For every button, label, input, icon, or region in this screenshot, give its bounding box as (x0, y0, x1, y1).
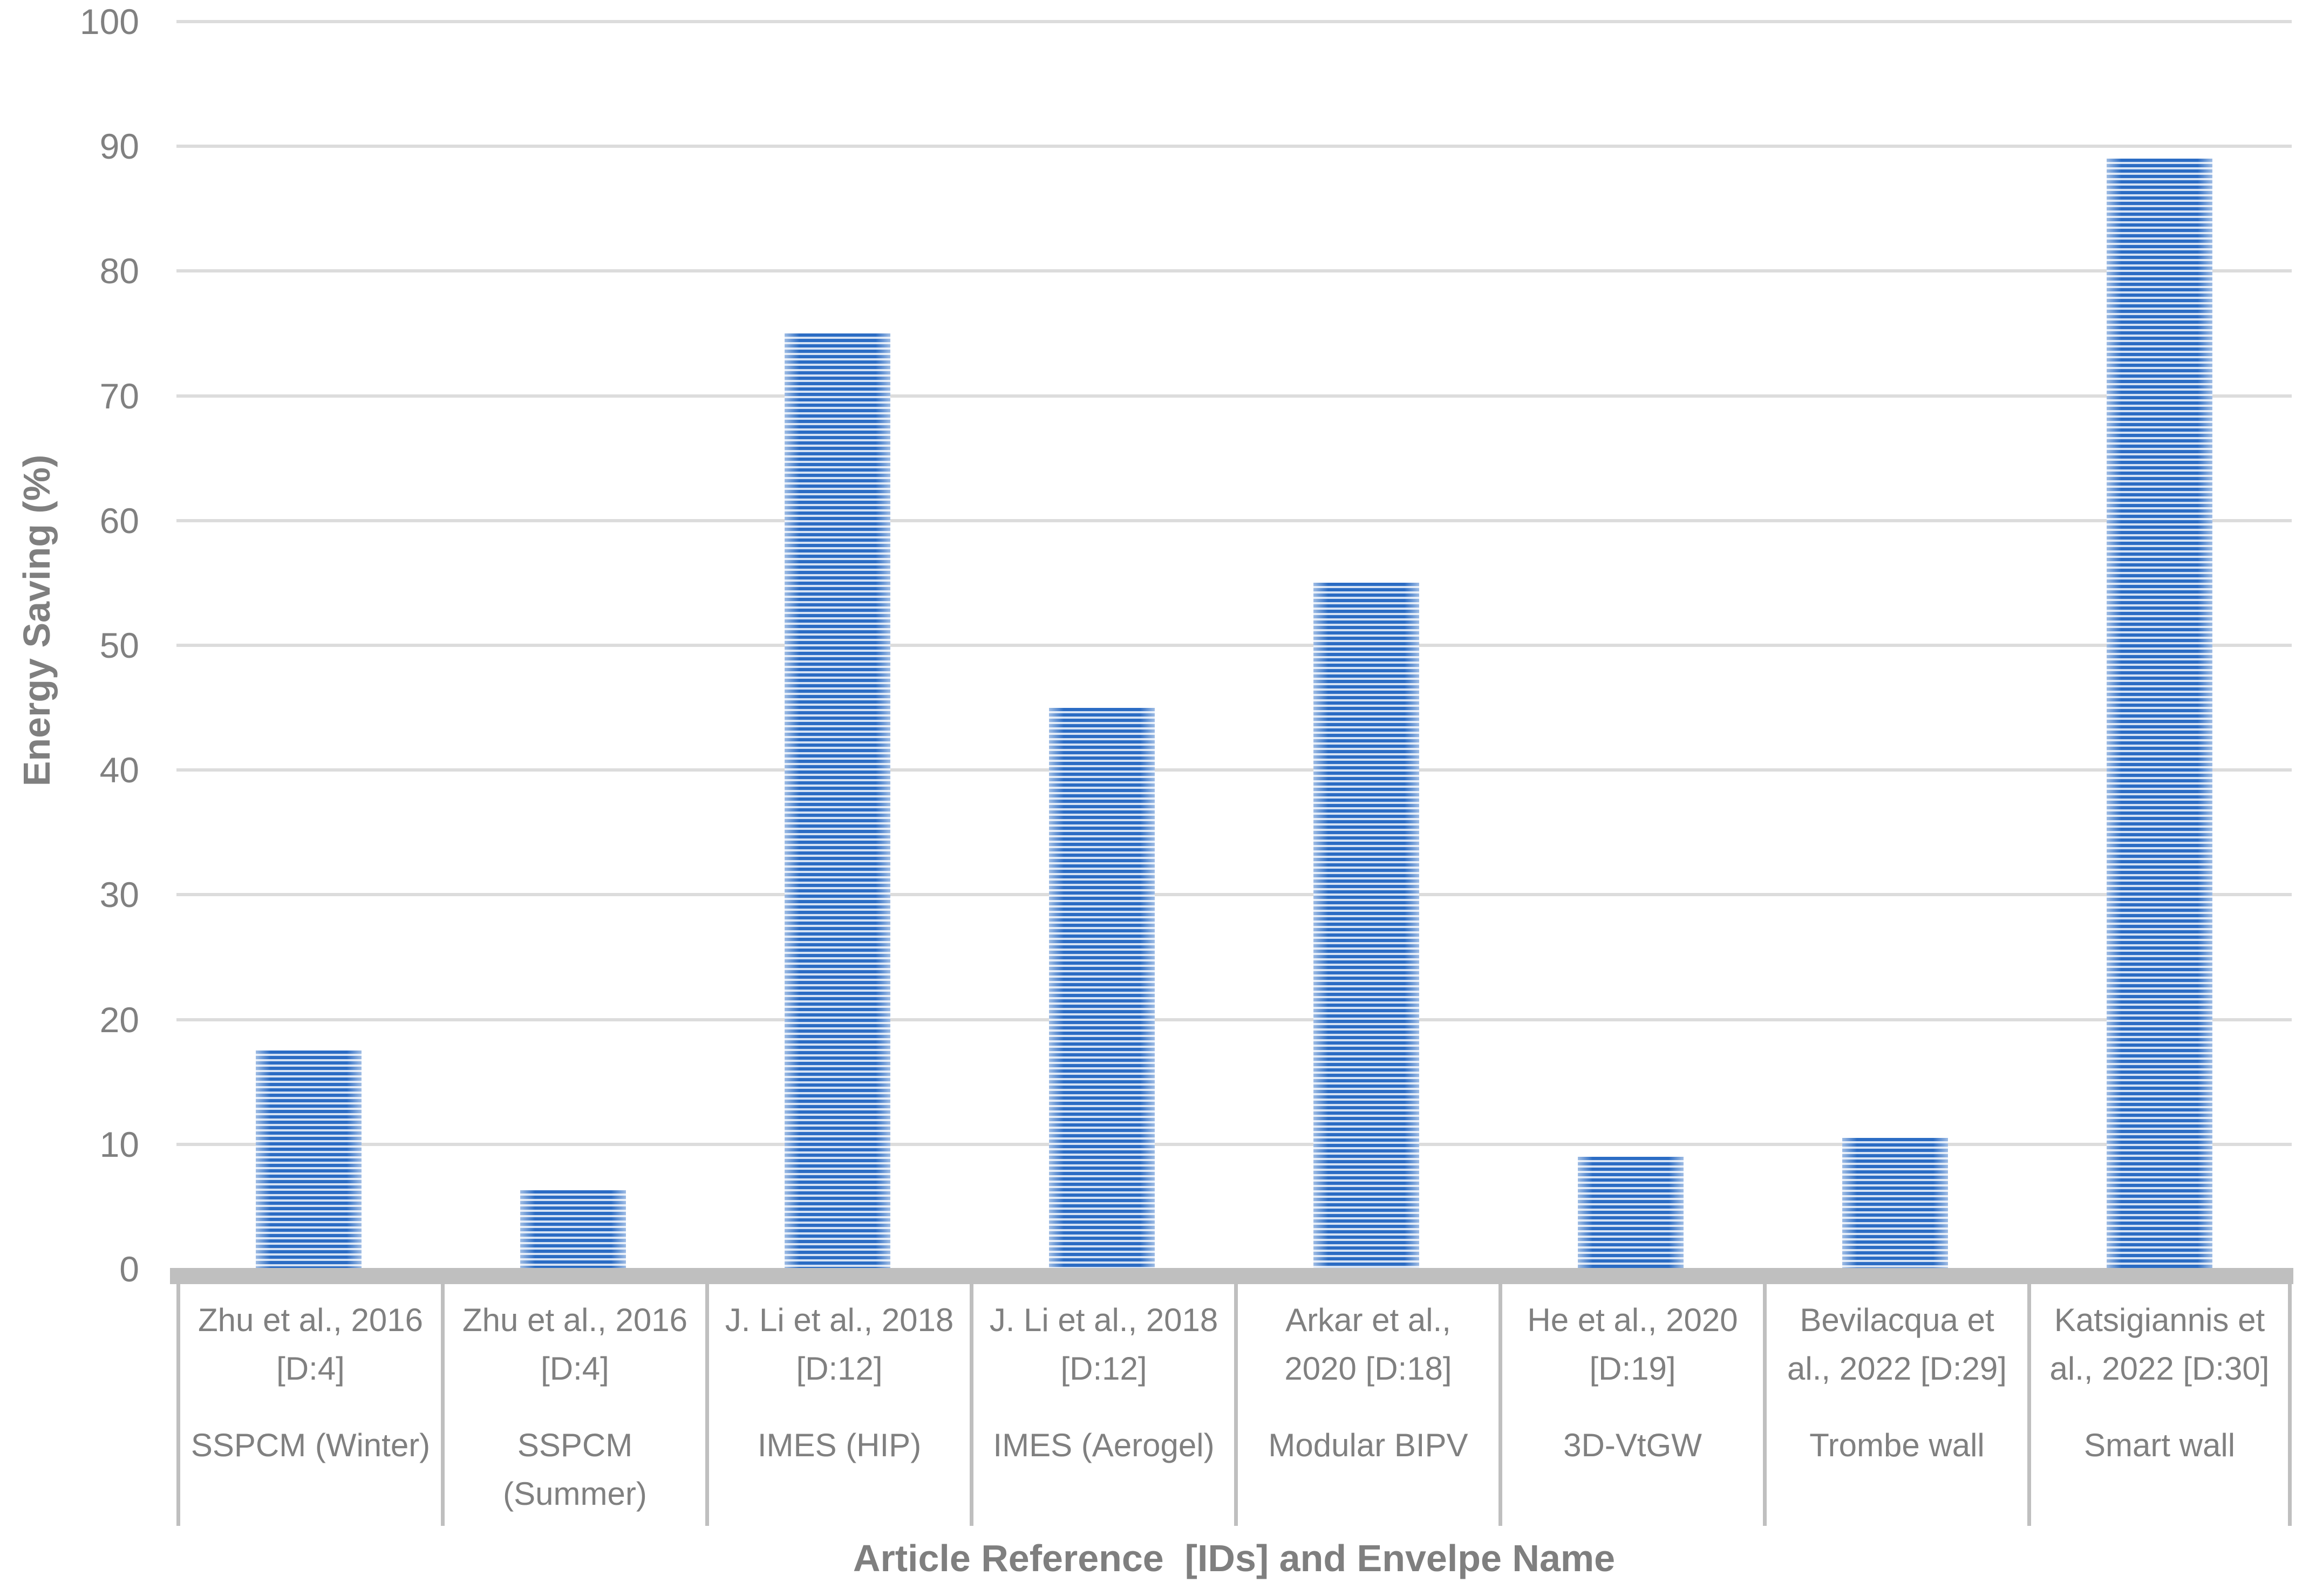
y-tick-label: 50 (99, 625, 139, 665)
category-envelope-label: IMES (Aerogel) (993, 1427, 1215, 1463)
gridline (176, 269, 2292, 273)
bar (1313, 583, 1419, 1269)
category-cell: J. Li et al., 2018 [D:12] IMES (Aerogel) (970, 1284, 1234, 1526)
gridline (176, 1018, 2292, 1021)
bar (520, 1190, 626, 1269)
category-cell: J. Li et al., 2018 [D:12] IMES (HIP) (705, 1284, 970, 1526)
x-axis-title: Article Reference [IDs] and Envelpe Name (853, 1537, 1616, 1579)
gridline (176, 644, 2292, 647)
y-tick-label: 90 (99, 126, 139, 167)
y-tick-label: 60 (99, 500, 139, 541)
gridline (176, 893, 2292, 897)
category-cell: Zhu et al., 2016 [D:4] SSPCM (Winter) (176, 1284, 441, 1526)
gridline (176, 1142, 2292, 1146)
gridline (176, 20, 2292, 23)
x-axis-baseline (170, 1268, 2293, 1284)
y-tick-label: 30 (99, 875, 139, 915)
bar (2107, 159, 2212, 1269)
gridline (176, 394, 2292, 398)
category-cell: He et al., 2020 [D:19] 3D-VtGW (1498, 1284, 1763, 1526)
category-envelope-label: SSPCM (Winter) (190, 1427, 431, 1463)
y-tick-label: 80 (99, 251, 139, 291)
category-envelope-label: IMES (HIP) (757, 1427, 922, 1463)
category-cell: Arkar et al., 2020 [D:18] Modular BIPV (1234, 1284, 1498, 1526)
category-cell: Bevilacqua et al., 2022 [D:29] Trombe wal… (1763, 1284, 2027, 1526)
bar (1842, 1138, 1948, 1269)
gridline (176, 768, 2292, 772)
category-envelope-label: Modular BIPV (1268, 1427, 1468, 1463)
bar (256, 1051, 362, 1269)
plot-area (176, 20, 2292, 1270)
bar (785, 333, 890, 1269)
category-reference-label: Arkar et al., 2020 [D:18] (1284, 1302, 1452, 1387)
bar (1578, 1156, 1684, 1270)
category-label-table: Zhu et al., 2016 [D:4] SSPCM (Winter) Zhu … (176, 1284, 2292, 1526)
category-reference-label: Zhu et al., 2016 [D:4] (198, 1302, 423, 1387)
y-tick-label: 10 (99, 1124, 139, 1164)
gridline (176, 519, 2292, 522)
category-cell: Zhu et al., 2016 [D:4] SSPCM (Summer) (441, 1284, 705, 1526)
y-tick-label: 20 (99, 999, 139, 1040)
category-reference-label: J. Li et al., 2018 [D:12] (725, 1302, 954, 1387)
category-envelope-label: Smart wall (2083, 1427, 2236, 1463)
category-reference-label: He et al., 2020 [D:19] (1527, 1302, 1738, 1387)
category-reference-label: Katsigiannis et al., 2022 [D:30] (2049, 1302, 2270, 1387)
y-tick-label: 100 (79, 2, 139, 42)
category-reference-label: J. Li et al., 2018 [D:12] (989, 1302, 1218, 1387)
y-tick-label: 0 (119, 1249, 139, 1289)
y-tick-label: 70 (99, 376, 139, 416)
y-tick-label: 40 (99, 750, 139, 790)
category-envelope-label: Trombe wall (1809, 1427, 1985, 1463)
gridline (176, 145, 2292, 148)
category-cell: Katsigiannis et al., 2022 [D:30] Smart wa… (2027, 1284, 2292, 1526)
bar (1049, 707, 1155, 1270)
category-reference-label: Zhu et al., 2016 [D:4] (462, 1302, 687, 1387)
category-reference-label: Bevilacqua et al., 2022 [D:29] (1787, 1302, 2007, 1387)
category-envelope-label: 3D-VtGW (1563, 1427, 1702, 1463)
category-envelope-label: SSPCM (Summer) (503, 1427, 647, 1512)
